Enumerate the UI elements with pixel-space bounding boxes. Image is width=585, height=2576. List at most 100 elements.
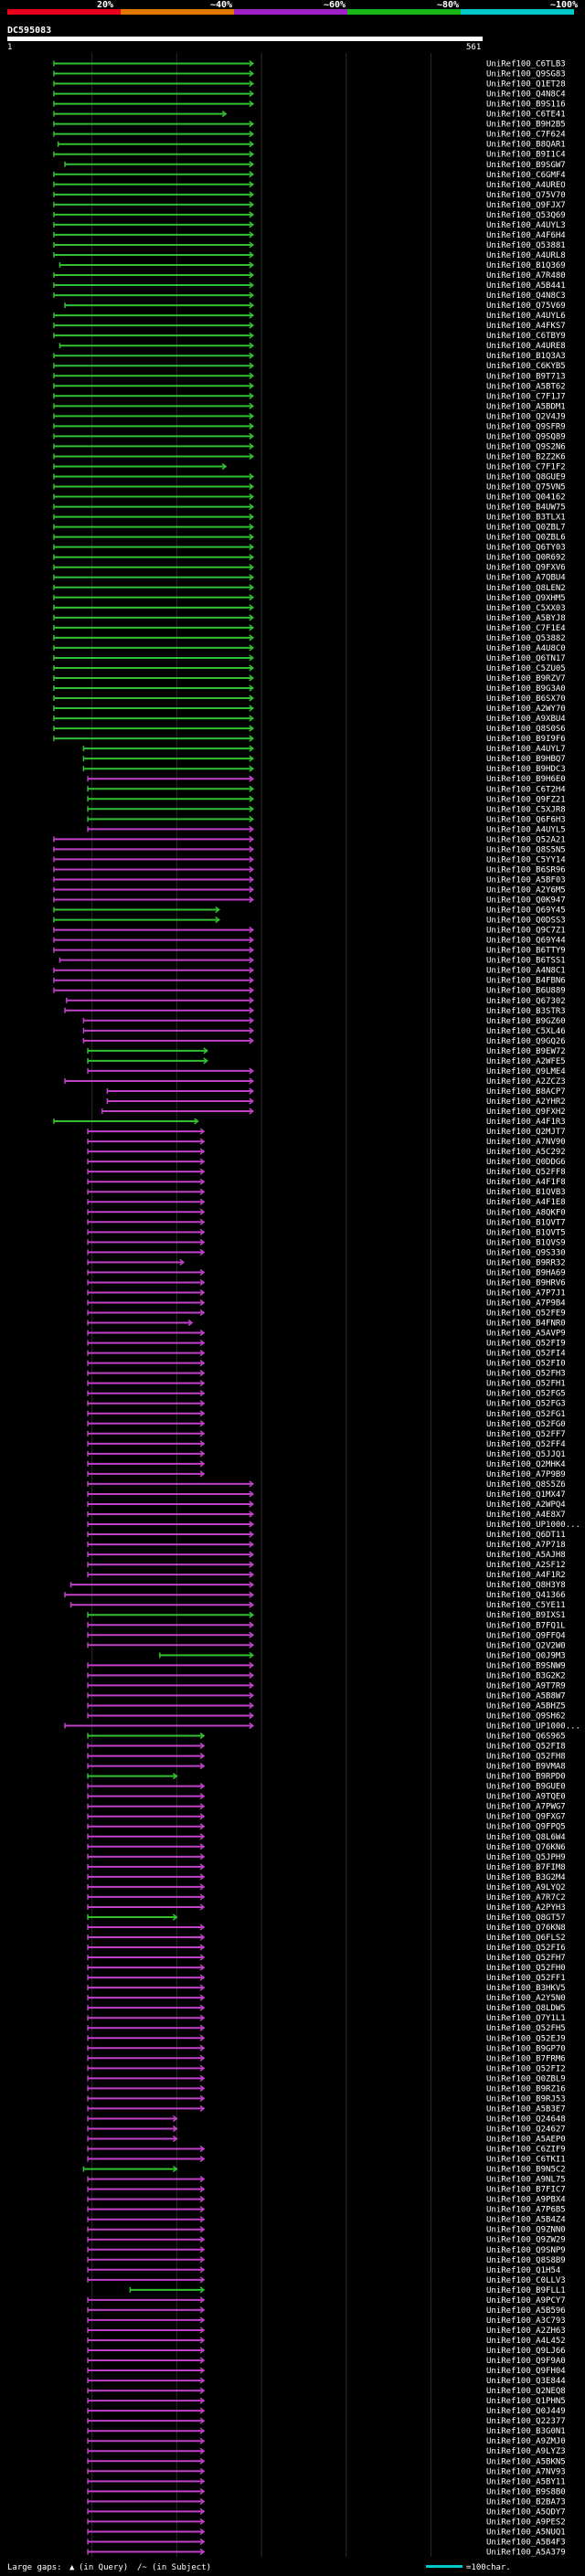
hit-label[interactable]: UniRef100_B7FRM6: [486, 2054, 566, 2063]
hit-label[interactable]: UniRef100_C6GMF4: [486, 171, 566, 180]
hit-row[interactable]: UniRef100_A4URE8: [58, 342, 566, 351]
hit-label[interactable]: UniRef100_Q04162: [486, 493, 566, 503]
hit-row[interactable]: UniRef100_B1QVB3: [87, 1188, 566, 1197]
hit-label[interactable]: UniRef100_A5BDM1: [486, 402, 566, 411]
hit-row[interactable]: UniRef100_Q9FFQ4: [87, 1631, 566, 1640]
hit-label[interactable]: UniRef100_B9SGW7: [486, 161, 566, 170]
hit-label[interactable]: UniRef100_B9IXS1: [486, 1611, 566, 1620]
hit-label[interactable]: UniRef100_B9RR32: [486, 1258, 566, 1267]
hit-label[interactable]: UniRef100_B9GP70: [486, 2044, 566, 2053]
hit-row[interactable]: UniRef100_Q6FLS2: [87, 1934, 566, 1943]
hit-row[interactable]: UniRef100_Q2MHK4: [87, 1460, 566, 1469]
hit-row[interactable]: UniRef100_Q52FG0: [87, 1420, 566, 1429]
hit-row[interactable]: UniRef100_Q52FF8: [87, 1168, 566, 1177]
hit-label[interactable]: UniRef100_A5AJH8: [486, 1551, 566, 1560]
hit-label[interactable]: UniRef100_A9ZMJ0: [486, 2437, 566, 2446]
hit-label[interactable]: UniRef100_Q52FG3: [486, 1400, 566, 1409]
hit-label[interactable]: UniRef100_Q3E844: [486, 2377, 566, 2386]
hit-row[interactable]: UniRef100_C7F1E4: [53, 624, 566, 633]
hit-row[interactable]: UniRef100_Q9LME4: [87, 1067, 566, 1076]
hit-row[interactable]: UniRef100_Q6S965: [87, 1733, 566, 1742]
hit-label[interactable]: UniRef100_Q53Q69: [486, 211, 566, 220]
hit-label[interactable]: UniRef100_B3HKV5: [486, 1984, 566, 1993]
hit-label[interactable]: UniRef100_B9RZ16: [486, 2084, 566, 2094]
hit-row[interactable]: UniRef100_Q0J449: [87, 2407, 566, 2416]
hit-row[interactable]: UniRef100_B9S116: [53, 101, 566, 110]
hit-row[interactable]: UniRef100_B9GZ60: [82, 1017, 566, 1026]
hit-label[interactable]: UniRef100_Q8S5N5: [486, 845, 566, 854]
hit-label[interactable]: UniRef100_A5A379: [486, 2548, 566, 2557]
hit-row[interactable]: UniRef100_Q53882: [53, 634, 566, 643]
hit-row[interactable]: UniRef100_B9N5C2: [82, 2166, 566, 2175]
hit-label[interactable]: UniRef100_A9LYQ2: [486, 1883, 566, 1892]
hit-row[interactable]: UniRef100_A5QDY7: [87, 2507, 566, 2517]
hit-row[interactable]: UniRef100_C6GMF4: [53, 171, 566, 180]
hit-label[interactable]: UniRef100_B9FLL1: [486, 2286, 566, 2295]
hit-row[interactable]: UniRef100_A5BHZ5: [87, 1701, 566, 1711]
hit-row[interactable]: UniRef100_B3TLX1: [53, 514, 566, 523]
hit-row[interactable]: UniRef100_Q52FE9: [87, 1309, 566, 1319]
hit-row[interactable]: UniRef100_Q9FXV6: [53, 564, 566, 573]
hit-row[interactable]: UniRef100_B9S8B0: [87, 2487, 566, 2496]
hit-label[interactable]: UniRef100_C6T2H4: [486, 785, 566, 794]
hit-label[interactable]: UniRef100_B8QAR1: [486, 141, 566, 150]
hit-row[interactable]: UniRef100_Q75VN5: [53, 483, 566, 493]
hit-label[interactable]: UniRef100_B1QVB3: [486, 1188, 566, 1197]
hit-row[interactable]: UniRef100_A5C292: [87, 1148, 566, 1157]
hit-row[interactable]: UniRef100_Q41366: [64, 1591, 566, 1600]
hit-label[interactable]: UniRef100_A9T7R9: [486, 1681, 566, 1691]
hit-row[interactable]: UniRef100_B9I1C4: [53, 151, 566, 160]
hit-label[interactable]: UniRef100_B7FIM8: [486, 1863, 566, 1872]
hit-label[interactable]: UniRef100_Q52FH7: [486, 1954, 566, 1963]
hit-row[interactable]: UniRef100_B9RPD0: [87, 1773, 566, 1782]
hit-label[interactable]: UniRef100_Q52EJ9: [486, 2034, 566, 2043]
hit-label[interactable]: UniRef100_Q8S5Z6: [486, 1480, 566, 1489]
hit-row[interactable]: UniRef100_Q2V2W0: [87, 1641, 566, 1650]
hit-row[interactable]: UniRef100_B9VMA8: [87, 1763, 566, 1772]
hit-label[interactable]: UniRef100_Q8GUE9: [486, 473, 566, 482]
hit-label[interactable]: UniRef100_UP1000...: [486, 1723, 580, 1732]
hit-row[interactable]: UniRef100_B2Z2K6: [53, 452, 566, 461]
hit-row[interactable]: UniRef100_Q52FF1: [87, 1974, 566, 1983]
hit-row[interactable]: UniRef100_A2WPQ4: [87, 1500, 566, 1510]
hit-row[interactable]: UniRef100_B6TTY9: [53, 947, 566, 956]
hit-label[interactable]: UniRef100_A4URE8: [486, 342, 566, 351]
hit-label[interactable]: UniRef100_B9G3A0: [486, 684, 566, 694]
hit-label[interactable]: UniRef100_C5XL46: [486, 1027, 566, 1036]
hit-label[interactable]: UniRef100_C5XX03: [486, 604, 566, 613]
hit-row[interactable]: UniRef100_B9SNW9: [87, 1661, 566, 1670]
hit-label[interactable]: UniRef100_A5C292: [486, 1148, 566, 1157]
hit-row[interactable]: UniRef100_Q52EJ9: [87, 2034, 566, 2043]
hit-label[interactable]: UniRef100_A2WY70: [486, 705, 566, 714]
hit-label[interactable]: UniRef100_Q52A21: [486, 835, 566, 844]
hit-label[interactable]: UniRef100_A2Y6M5: [486, 885, 566, 895]
hit-label[interactable]: UniRef100_Q52FI4: [486, 1350, 566, 1359]
hit-row[interactable]: UniRef100_B9IXS1: [87, 1611, 566, 1620]
hit-row[interactable]: UniRef100_Q69Y45: [53, 906, 566, 916]
hit-row[interactable]: UniRef100_A9NL75: [87, 2176, 566, 2185]
hit-row[interactable]: UniRef100_C6TLB3: [53, 60, 566, 69]
hit-row[interactable]: UniRef100_Q9FXG7: [87, 1813, 566, 1822]
hit-row[interactable]: UniRef100_Q53Q69: [53, 211, 566, 220]
hit-row[interactable]: UniRef100_A5NUQ1: [87, 2528, 566, 2537]
hit-label[interactable]: UniRef100_A4FKS7: [486, 322, 566, 331]
hit-label[interactable]: UniRef100_C6TE41: [486, 111, 566, 120]
hit-label[interactable]: UniRef100_B9H2B5: [486, 121, 566, 130]
hit-label[interactable]: UniRef100_B4UW75: [486, 504, 566, 513]
hit-row[interactable]: UniRef100_Q52FG3: [87, 1400, 566, 1409]
hit-label[interactable]: UniRef100_A7PWG7: [486, 1803, 566, 1812]
hit-label[interactable]: UniRef100_C7F1E4: [486, 624, 566, 633]
hit-row[interactable]: UniRef100_B9EW72: [87, 1047, 566, 1056]
hit-row[interactable]: UniRef100_Q52FI4: [87, 1350, 566, 1359]
hit-label[interactable]: UniRef100_A5QDY7: [486, 2507, 566, 2517]
hit-row[interactable]: UniRef100_C6T2H4: [87, 785, 566, 794]
hit-label[interactable]: UniRef100_B4FNR0: [486, 1320, 566, 1329]
hit-row[interactable]: UniRef100_Q6TY03: [53, 544, 566, 553]
hit-row[interactable]: UniRef100_A5BDM1: [53, 402, 566, 411]
hit-label[interactable]: UniRef100_Q9FJX7: [486, 201, 566, 210]
hit-row[interactable]: UniRef100_A9PCY7: [87, 2296, 566, 2306]
hit-label[interactable]: UniRef100_A5AEP0: [486, 2135, 566, 2144]
hit-row[interactable]: UniRef100_Q0K947: [53, 896, 566, 906]
hit-row[interactable]: UniRef100_A5BT62: [53, 382, 566, 391]
hit-row[interactable]: UniRef100_C5XX03: [53, 604, 566, 613]
